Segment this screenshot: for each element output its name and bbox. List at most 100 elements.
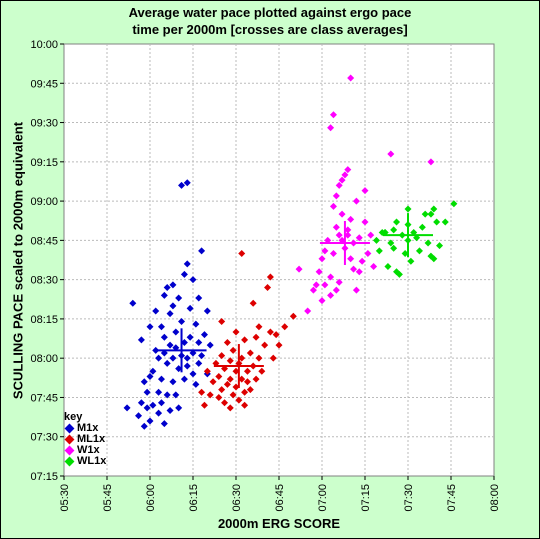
data-point-ml1x — [249, 299, 257, 307]
x-tick-label: 07:45 — [446, 484, 458, 512]
data-point-m1x — [183, 179, 191, 187]
data-point-w1x — [367, 231, 375, 239]
gridlines — [64, 44, 494, 476]
data-point-m1x — [183, 260, 191, 268]
data-point-ml1x — [246, 386, 254, 394]
y-tick-label: 08:30 — [30, 275, 58, 287]
data-point-ml1x — [272, 331, 280, 339]
data-point-wl1x — [418, 223, 426, 231]
data-point-m1x — [186, 333, 194, 341]
data-point-w1x — [387, 150, 395, 158]
data-point-m1x — [155, 409, 163, 417]
data-point-ml1x — [232, 383, 240, 391]
data-point-wl1x — [427, 210, 435, 218]
data-point-m1x — [195, 294, 203, 302]
y-tick-label: 07:15 — [30, 471, 58, 483]
data-point-ml1x — [252, 333, 260, 341]
data-point-ml1x — [223, 338, 231, 346]
data-point-w1x — [295, 265, 303, 273]
data-point-wl1x — [430, 255, 438, 263]
data-point-m1x — [155, 354, 163, 362]
data-point-m1x — [135, 412, 143, 420]
data-point-ml1x — [238, 249, 246, 257]
data-point-m1x — [166, 341, 174, 349]
data-point-wl1x — [404, 205, 412, 213]
data-point-m1x — [137, 336, 145, 344]
data-point-w1x — [361, 218, 369, 226]
data-point-m1x — [146, 373, 154, 381]
data-point-w1x — [304, 307, 312, 315]
y-axis-title: SCULLING PACE scaled to 2000m equivalent — [10, 121, 26, 400]
data-point-m1x — [129, 299, 137, 307]
data-point-w1x — [335, 278, 343, 286]
data-point-ml1x — [243, 378, 251, 386]
legend-marker-icon — [64, 434, 75, 445]
data-points — [123, 74, 458, 430]
data-point-ml1x — [241, 401, 249, 409]
data-point-m1x — [180, 338, 188, 346]
data-point-m1x — [169, 378, 177, 386]
data-point-w1x — [344, 231, 352, 239]
data-point-wl1x — [384, 263, 392, 271]
data-point-ml1x — [218, 352, 226, 360]
data-point-m1x — [186, 304, 194, 312]
data-point-m1x — [180, 375, 188, 383]
data-point-m1x — [189, 370, 197, 378]
data-point-wl1x — [401, 249, 409, 257]
y-tick-label: 08:15 — [30, 314, 58, 326]
data-point-ml1x — [266, 273, 274, 281]
data-point-wl1x — [433, 218, 441, 226]
x-tick-label: 08:00 — [489, 484, 501, 512]
data-point-m1x — [169, 302, 177, 310]
x-tick-label: 05:45 — [102, 484, 114, 512]
data-point-wl1x — [424, 239, 432, 247]
legend-entry-m1x: M1x — [64, 423, 106, 434]
data-point-m1x — [146, 417, 154, 425]
data-point-w1x — [332, 286, 340, 294]
data-point-ml1x — [235, 396, 243, 404]
data-point-w1x — [364, 249, 372, 257]
data-point-wl1x — [390, 226, 398, 234]
data-point-m1x — [175, 365, 183, 373]
data-point-ml1x — [215, 393, 223, 401]
y-tick-label: 10:00 — [30, 39, 58, 51]
class-average-crosses — [156, 213, 433, 389]
y-tick-label: 09:45 — [30, 78, 58, 90]
legend-label: W1x — [77, 444, 100, 456]
data-point-m1x — [175, 294, 183, 302]
data-point-m1x — [175, 404, 183, 412]
data-point-w1x — [318, 255, 326, 263]
x-axis-title: 2000m ERG SCORE — [217, 516, 341, 531]
data-point-m1x — [155, 388, 163, 396]
legend-label: ML1x — [77, 433, 106, 445]
legend: key M1x ML1x W1x WL1x — [64, 412, 106, 467]
data-point-w1x — [358, 257, 366, 265]
chart-title-line-2: time per 2000m [crosses are class averag… — [132, 22, 408, 37]
data-point-m1x — [180, 270, 188, 278]
data-point-ml1x — [198, 388, 206, 396]
data-point-m1x — [160, 420, 168, 428]
data-point-w1x — [329, 249, 337, 257]
data-point-ml1x — [255, 323, 263, 331]
data-point-m1x — [152, 346, 160, 354]
data-point-w1x — [332, 192, 340, 200]
data-point-m1x — [169, 281, 177, 289]
data-point-m1x — [166, 407, 174, 415]
data-point-ml1x — [281, 323, 289, 331]
data-point-m1x — [172, 328, 180, 336]
data-point-wl1x — [372, 236, 380, 244]
data-point-w1x — [327, 273, 335, 281]
data-point-m1x — [203, 307, 211, 315]
data-point-ml1x — [218, 386, 226, 394]
data-point-m1x — [189, 276, 197, 284]
data-point-w1x — [355, 268, 363, 276]
data-point-m1x — [178, 318, 186, 326]
data-point-ml1x — [209, 378, 217, 386]
data-point-w1x — [318, 297, 326, 305]
data-point-m1x — [206, 341, 214, 349]
y-tick-label: 07:30 — [30, 432, 58, 444]
data-point-m1x — [160, 291, 168, 299]
data-point-w1x — [344, 226, 352, 234]
y-tick-label: 07:45 — [30, 392, 58, 404]
